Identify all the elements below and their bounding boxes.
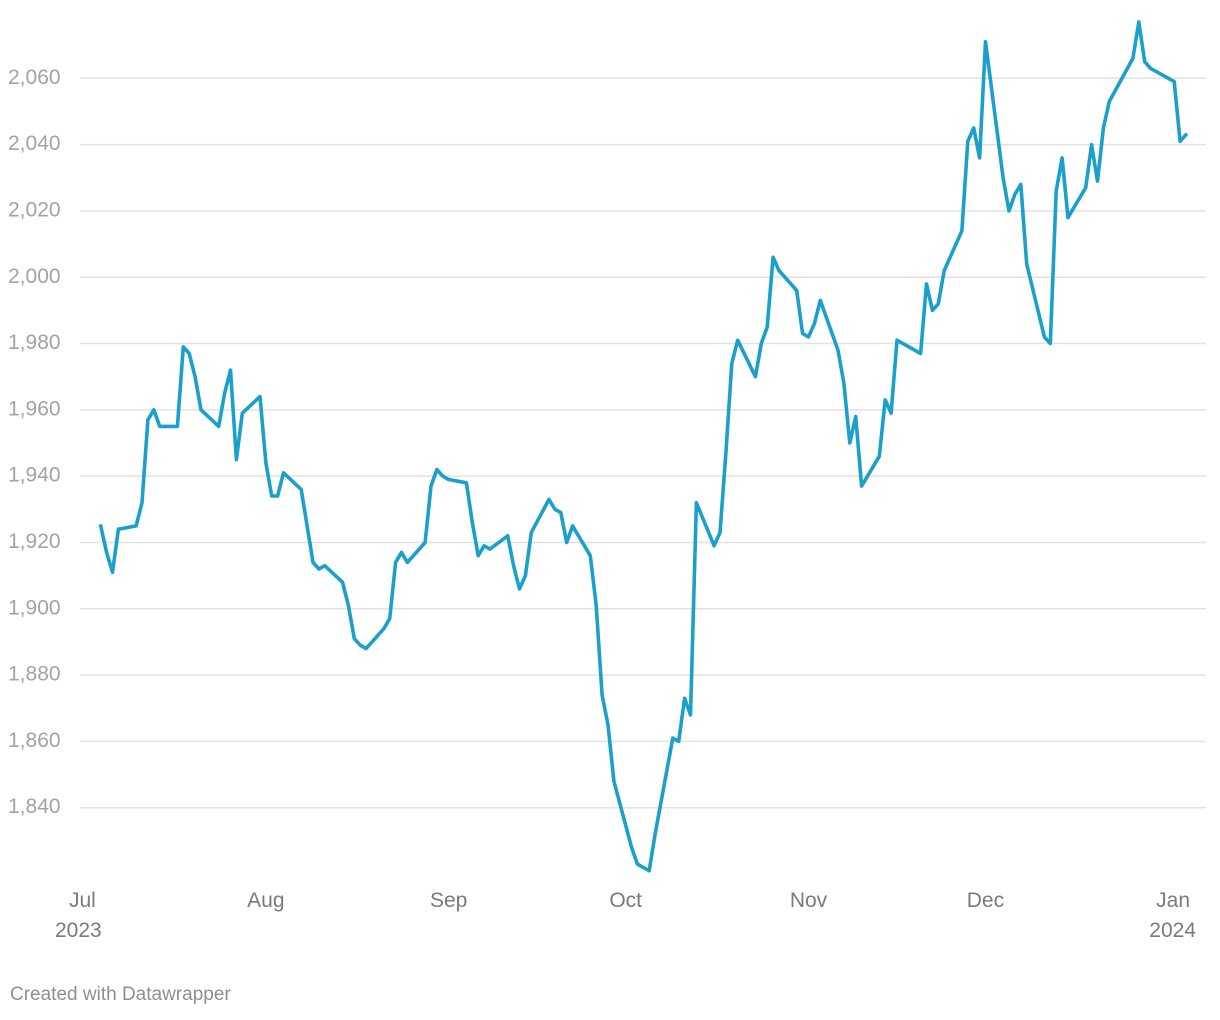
series-layer xyxy=(98,20,1188,873)
y-tick-label: 1,920 xyxy=(8,530,61,553)
y-tick-label: 2,040 xyxy=(8,132,61,155)
y-tick-label: 1,860 xyxy=(8,729,61,752)
y-tick-label: 1,940 xyxy=(8,464,61,487)
y-axis-ticks: 1,840 1,860 1,880 1,900 1,920 1,940 1,960 1,980… xyxy=(8,66,61,818)
x-tick-year-label: 2023 xyxy=(55,919,102,942)
series-line[interactable] xyxy=(98,20,1188,873)
gridlines xyxy=(80,77,1206,809)
y-tick-label: 1,880 xyxy=(8,663,61,686)
y-tick-label: 1,960 xyxy=(8,397,61,420)
chart-canvas: 1,840 1,860 1,880 1,900 1,920 1,940 1,960 1,980… xyxy=(8,20,1206,942)
y-tick-label: 1,980 xyxy=(8,331,61,354)
x-tick-label: Oct xyxy=(609,889,642,912)
y-tick-label: 2,020 xyxy=(8,198,61,221)
x-tick-label: Jan xyxy=(1156,889,1190,912)
x-tick-year-label: 2024 xyxy=(1149,919,1196,942)
x-tick-label: Dec xyxy=(967,889,1004,912)
y-tick-label: 1,900 xyxy=(8,596,61,619)
x-tick-label: Jul xyxy=(69,889,96,912)
datawrapper-credit[interactable]: Created with Datawrapper xyxy=(10,984,231,1005)
y-tick-label: 2,060 xyxy=(8,66,61,89)
y-tick-label: 1,840 xyxy=(8,795,61,818)
x-axis-ticks: Jul 2023 Aug Sep Oct Nov Dec Jan 2024 xyxy=(55,889,1196,942)
x-tick-label: Sep xyxy=(430,889,467,912)
x-tick-label: Nov xyxy=(790,889,828,912)
x-tick-label: Aug xyxy=(247,889,284,912)
y-tick-label: 2,000 xyxy=(8,265,61,288)
